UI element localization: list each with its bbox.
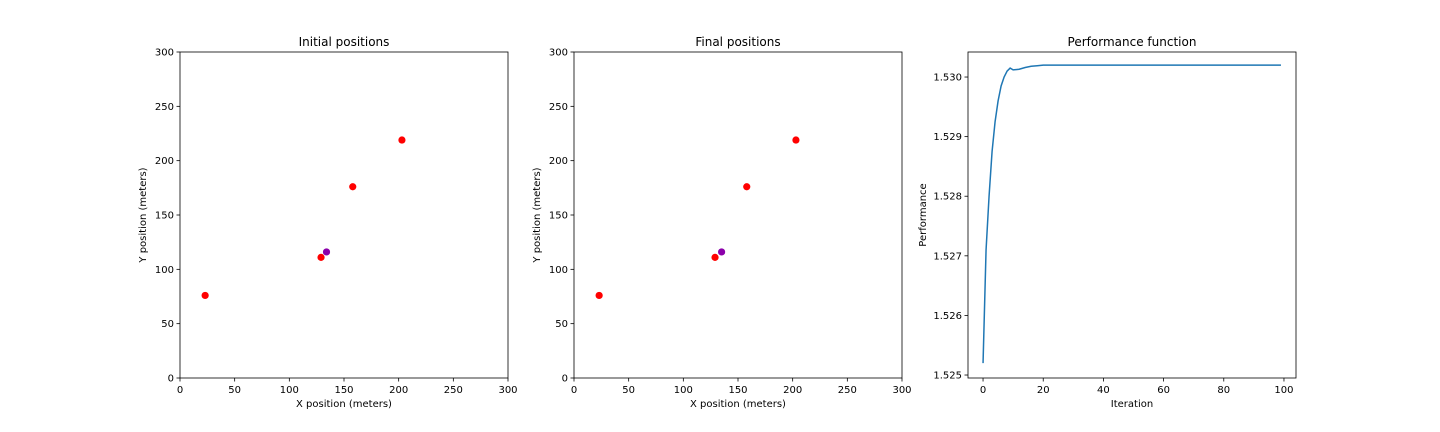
x-tick-label: 150 [728,385,747,396]
plot-frame [967,51,1297,379]
y-tick-label: 1.528 [933,192,962,203]
y-axis-label: Performance [918,183,929,246]
y-axis-label: Y position (meters) [532,167,543,263]
y-tick-label: 1.525 [933,371,962,382]
scatter-point [322,248,331,256]
scatter-point [317,253,325,261]
plot-frame [179,51,509,379]
x-tick-label: 0 [980,385,986,396]
y-tick-label: 100 [155,265,174,276]
y-tick-label: 250 [549,102,568,113]
chart-initial-positions: Initial positions 0 50 100 150 200 250 300 0 50 10… [138,35,518,410]
x-tick-label: 200 [783,385,802,396]
x-tick-label: 200 [389,385,408,396]
scatter-point [743,183,751,191]
chart-title: Initial positions [299,35,390,49]
x-tick-label: 250 [444,385,463,396]
x-tick-label: 0 [571,385,577,396]
x-tick-label: 50 [228,385,241,396]
y-tick-label: 200 [549,156,568,167]
y-axis-label: Y position (meters) [138,167,149,263]
y-tick-label: 50 [555,319,568,330]
x-tick-label: 20 [1037,385,1050,396]
y-tick-label: 300 [155,48,174,59]
y-tick-label: 250 [155,102,174,113]
x-tick-label: 40 [1097,385,1110,396]
chart-title: Final positions [695,35,780,49]
y-tick-label: 200 [155,156,174,167]
scatter-point [595,291,603,300]
x-tick-label: 100 [280,385,299,396]
y-tick-label: 0 [562,374,568,385]
scatter-point [349,183,357,191]
y-tick-label: 50 [161,319,174,330]
chart-final-positions: Final positions 0 50 100 150 200 250 300 0 50 100 1… [532,35,912,410]
y-tick-label: 1.530 [933,73,962,84]
x-axis-label: Iteration [1111,399,1153,410]
x-tick-label: 150 [334,385,353,396]
series-line [982,64,1281,364]
y-tick-label: 0 [168,374,174,385]
y-tick-label: 150 [155,211,174,222]
x-tick-label: 250 [838,385,857,396]
scatter-point [711,253,719,261]
x-tick-label: 60 [1157,385,1170,396]
x-tick-label: 80 [1217,385,1230,396]
y-tick-label: 300 [549,48,568,59]
x-axis-label: X position (meters) [296,399,392,410]
x-tick-label: 50 [622,385,635,396]
x-tick-label: 300 [892,385,911,396]
chart-performance-function: Performance function 0 20 40 60 80 100 1.525 1.5… [918,35,1297,410]
scatter-point [792,136,800,144]
x-tick-label: 100 [674,385,693,396]
chart-title: Performance function [1068,35,1197,49]
scatter-point [718,248,726,256]
y-tick-label: 1.527 [933,251,962,262]
scatter-point [201,291,209,300]
y-tick-label: 1.529 [933,132,962,143]
x-tick-label: 300 [498,385,517,396]
plot-frame [573,51,903,379]
x-axis-label: X position (meters) [690,399,786,410]
y-tick-label: 1.526 [933,311,962,322]
y-tick-label: 100 [549,265,568,276]
y-tick-label: 150 [549,211,568,222]
x-tick-label: 100 [1274,385,1293,396]
x-tick-label: 0 [177,385,183,396]
scatter-point [398,136,406,144]
